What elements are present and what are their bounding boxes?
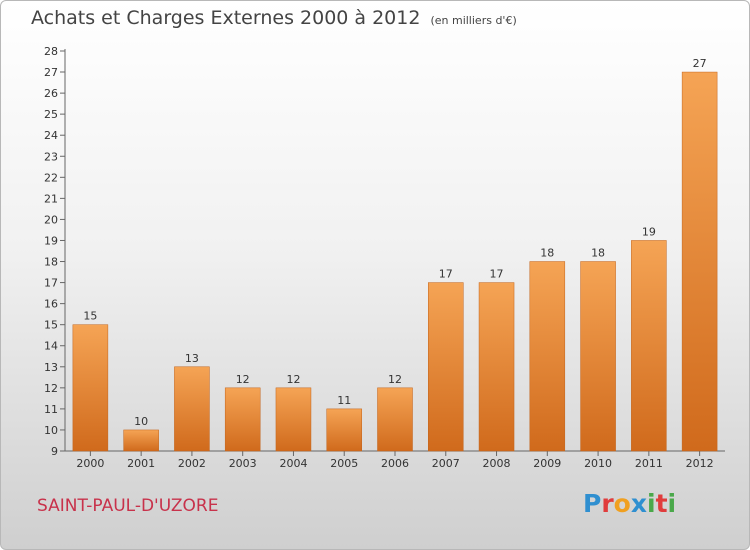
logo-letter: r [601, 489, 614, 518]
data-label: 12 [236, 373, 250, 386]
x-tick-label: 2003 [229, 457, 257, 470]
y-tick-label: 22 [44, 171, 58, 184]
y-tick-label: 10 [44, 424, 58, 437]
bar [631, 240, 667, 452]
bar [478, 282, 515, 452]
x-tick-label: 2012 [686, 457, 714, 470]
data-label: 10 [134, 415, 148, 428]
data-label: 12 [388, 373, 402, 386]
x-tick-label: 2010 [584, 457, 612, 470]
y-tick-label: 15 [44, 319, 58, 332]
bar [275, 387, 312, 452]
x-tick-label: 2004 [279, 457, 307, 470]
chart-subtitle: (en milliers d'€) [430, 14, 517, 27]
data-label: 18 [591, 247, 605, 260]
x-tick-label: 2005 [330, 457, 358, 470]
data-label: 15 [83, 310, 97, 323]
data-label: 17 [490, 268, 504, 281]
chart-data-labels: 15 10 13 12 12 11 12 17 17 18 18 19 27 [83, 57, 706, 428]
x-tick-label: 2007 [432, 457, 460, 470]
x-tick-label: 2001 [127, 457, 155, 470]
y-tick-label: 21 [44, 192, 58, 205]
logo-letter: P [583, 489, 602, 518]
logo-letter: i [667, 489, 677, 518]
y-tick-label: 23 [44, 150, 58, 163]
bar [681, 71, 718, 452]
y-tick-label: 13 [44, 361, 58, 374]
city-name: SAINT-PAUL-D'UZORE [37, 496, 219, 516]
logo-letter: i [647, 489, 656, 518]
bar [529, 261, 566, 452]
x-tick-label: 2008 [483, 457, 511, 470]
chart-title: Achats et Charges Externes 2000 à 2012 (e… [31, 7, 517, 29]
data-label: 13 [185, 352, 199, 365]
logo-letter: o [613, 489, 631, 518]
data-label: 18 [540, 247, 554, 260]
y-tick-label: 16 [44, 298, 58, 311]
data-label: 17 [439, 268, 453, 281]
proxiti-logo: Proxiti [583, 489, 676, 518]
bar [326, 408, 362, 452]
data-label: 27 [693, 57, 707, 70]
logo-letter: x [630, 489, 647, 518]
chart-bars [72, 71, 718, 452]
y-tick-label: 17 [44, 277, 58, 290]
x-tick-label: 2011 [635, 457, 663, 470]
y-tick-label: 11 [44, 403, 58, 416]
y-tick-label: 18 [44, 256, 58, 269]
bar [174, 366, 210, 452]
data-label: 19 [642, 225, 656, 238]
bar [580, 261, 616, 452]
logo-letter: t [655, 489, 668, 518]
bar [123, 429, 159, 452]
x-tick-label: 2000 [76, 457, 104, 470]
bar [224, 387, 261, 452]
y-tick-label: 12 [44, 382, 58, 395]
y-tick-label: 28 [44, 45, 58, 58]
y-tick-label: 24 [44, 129, 58, 142]
x-tick-label: 2009 [533, 457, 561, 470]
y-tick-label: 14 [44, 340, 58, 353]
data-label: 11 [337, 394, 351, 407]
y-tick-label: 9 [51, 445, 58, 458]
data-label: 12 [286, 373, 300, 386]
chart-title-text: Achats et Charges Externes 2000 à 2012 [31, 7, 421, 29]
x-tick-label: 2002 [178, 457, 206, 470]
y-tick-label: 25 [44, 108, 58, 121]
bar [72, 324, 109, 452]
bar [377, 387, 413, 452]
y-tick-label: 19 [44, 234, 58, 247]
y-tick-label: 26 [44, 87, 58, 100]
y-tick-label: 20 [44, 213, 58, 226]
y-tick-label: 27 [44, 66, 58, 79]
x-tick-label: 2006 [381, 457, 409, 470]
bar [428, 282, 464, 452]
